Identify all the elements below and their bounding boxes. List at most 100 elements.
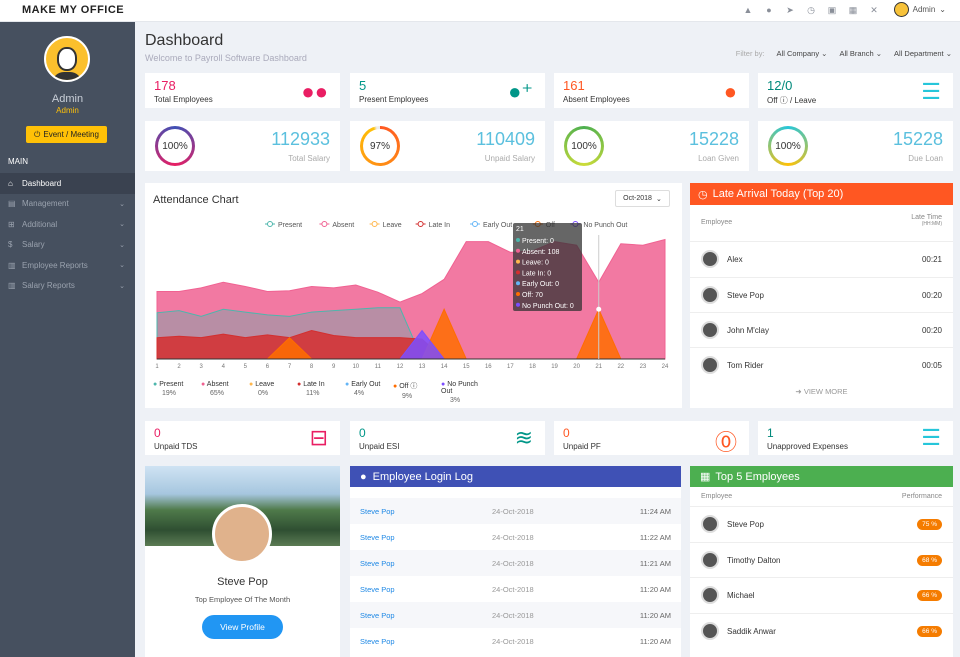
list-item[interactable]: John M'clay 00:20 [690,312,953,347]
tooltip-line: Leave: 0 [522,260,549,267]
employee-login-log: ● Employee Login Log Steve Pop 24-Oct-2018… [350,466,681,657]
list-item[interactable]: Tom Rider 00:05 [690,347,953,382]
x-tick-label: 11 [375,364,382,370]
sidebar-item-management[interactable]: ▤ Management ⌄ [8,199,125,209]
home-icon: ⌂ [8,178,13,188]
table-row[interactable]: Steve Pop 24-Oct-2018 11:20 AM [350,602,681,628]
tooltip-marker [516,292,520,296]
filter-company[interactable]: All Company ⌄ [776,49,828,58]
sidebar-item-salary-reports[interactable]: ▥ Salary Reports ⌄ [8,281,125,291]
summary-card-total-salary[interactable]: 100% 112933 Total Salary [145,121,340,171]
tooltip-line: Absent: 108 [522,249,559,256]
list-item[interactable]: Saddik Anwar 66 % [690,613,953,648]
table-row[interactable]: Steve Pop 24-Oct-2018 11:22 AM [350,524,681,550]
sidebar-item-salary[interactable]: $ Salary ⌄ [8,240,125,250]
list-item[interactable]: Timothy Dalton 68 % [690,542,953,577]
summary-legend-item[interactable]: ● Present 19% [153,381,201,404]
stat-card-unpaid-tds[interactable]: 0 Unpaid TDS ⊟ [145,421,340,455]
summary-legend-item[interactable]: ● Late In 11% [297,381,345,404]
performance-badge: 66 % [917,589,942,601]
avatar [701,250,719,268]
legend-label-leave: Leave [383,222,402,229]
stat-card-unpaid-pf[interactable]: 0 Unpaid PF ⓪ [554,421,749,455]
sidebar-section-label: MAIN [8,157,28,166]
legend-label-absent: Absent [332,222,354,229]
x-tick-label: 24 [662,364,669,370]
summary-legend-item[interactable]: ● Early Out 4% [345,381,393,404]
stat-card-off-leave[interactable]: 12/0 Off ⓘ / Leave ☰ [758,73,953,108]
view-profile-button[interactable]: View Profile [202,615,283,639]
table-row[interactable]: Steve Pop 24-Oct-2018 11:20 AM [350,628,681,654]
summary-legend-item[interactable]: ● No Punch Out 3% [441,381,489,404]
view-more-link[interactable]: ➜ VIEW MORE [795,387,848,396]
x-tick-label: 23 [640,364,647,370]
summary-legend-percent: 19% [162,390,177,397]
table-row[interactable]: Steve Pop 24-Oct-2018 11:20 AM [350,576,681,602]
summary-legend-item[interactable]: ● Absent 65% [201,381,249,404]
stat-value: 12/0 [767,78,793,93]
tooltip-marker [516,259,520,264]
tooltip-line: No Punch Out: 0 [522,303,574,310]
summary-card-due-loan[interactable]: 100% 15228 Due Loan [758,121,953,171]
table-row[interactable]: Steve Pop 24-Oct-2018 11:24 AM [350,498,681,524]
user-menu[interactable]: Admin ⌄ [893,2,946,17]
x-tick-label: 22 [617,364,624,370]
filter-department[interactable]: All Department ⌄ [894,49,952,58]
stat-card-unapproved-expenses[interactable]: 1 Unapproved Expenses ☰ [758,421,953,455]
summary-card-loan-given[interactable]: 100% 15228 Loan Given [554,121,749,171]
stat-card-total-employees[interactable]: 178 Total Employees ●● [145,73,340,108]
summary-legend-percent: 0% [258,390,269,397]
legend-label-early-out: Early Out [483,222,512,229]
x-tick-label: 18 [529,364,536,370]
summary-legend-item[interactable]: ● Leave 0% [249,381,297,404]
message-icon[interactable]: ▣ [827,4,837,15]
pinterest-icon: ⓪ [714,430,737,455]
filter-branch[interactable]: All Branch ⌄ [839,49,883,58]
tooltip-marker [516,248,520,253]
legend-marker [371,221,378,227]
brand-logo[interactable]: MAKE MY OFFICE [22,4,125,16]
stat-card-absent-employees[interactable]: 161 Absent Employees ● [554,73,749,108]
summary-legend-item[interactable]: ● Off ⓘ 9% [393,381,441,404]
warning-icon[interactable]: ▲ [743,5,753,15]
chart-title: Attendance Chart [153,194,239,206]
legend-name: Late In [303,381,325,388]
summary-legend-percent: 9% [402,393,413,400]
table-row[interactable]: Steve Pop 24-Oct-2018 11:21 AM [350,550,681,576]
grid-icon: ▦ [700,471,711,483]
avatar [701,286,719,304]
list-item[interactable]: Michael 66 % [690,577,953,612]
legend-name: No Punch Out [441,381,478,395]
send-icon[interactable]: ➤ [786,4,794,15]
summary-legend-percent: 65% [210,390,225,397]
bell-icon[interactable]: ● [766,5,772,15]
month-select[interactable]: Oct-2018 ⌄ [615,190,670,207]
legend-name: Early Out [351,381,381,388]
report-icon: ▥ [8,281,16,291]
summary-legend-percent: 3% [450,397,461,404]
tools-icon[interactable]: ✕ [870,4,878,15]
column-header: Employee [701,219,733,226]
legend-name: Off ⓘ [399,383,418,390]
clock-icon: ◷ [698,188,708,201]
panel-header: ◷ Late Arrival Today (Top 20) [690,183,953,205]
list-item[interactable]: Alex 00:21 [690,241,953,276]
user-name: Admin [912,5,936,14]
sidebar-item-additional[interactable]: ⊞ Additional ⌄ [8,219,125,229]
stat-label: Present Employees [359,95,429,104]
list-item[interactable]: Steve Pop 75 % [690,506,953,541]
clock-icon[interactable]: ◷ [807,4,815,15]
event-meeting-button[interactable]: ⏻ Event / Meeting [26,126,107,143]
stat-card-present-employees[interactable]: 5 Present Employees ●⁺ [350,73,545,108]
summary-label: Loan Given [698,154,739,163]
sidebar-item-employee-reports[interactable]: ▥ Employee Reports ⌄ [8,260,125,270]
summary-card-unpaid-salary[interactable]: 97% 110409 Unpaid Salary [350,121,545,171]
stat-card-unpaid-esi[interactable]: 0 Unpaid ESI ≋ [350,421,545,455]
list-item[interactable]: Steve Pop 00:20 [690,277,953,312]
sidebar-item-dashboard[interactable]: ⌂ Dashboard [0,173,135,194]
tooltip-line: Present: 0 [522,238,554,245]
panel-header: ● Employee Login Log [350,466,681,487]
avatar [701,622,719,640]
calendar-icon[interactable]: ▦ [848,4,858,15]
